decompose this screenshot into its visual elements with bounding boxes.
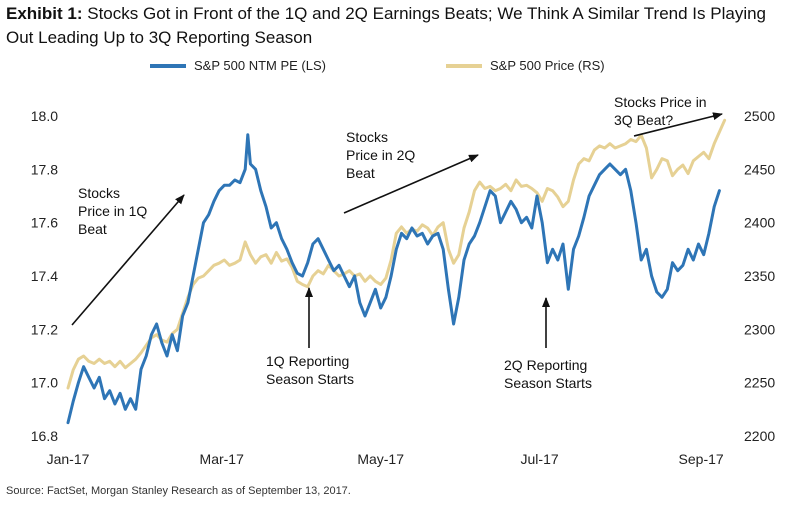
y-right-tick-label: 2400 — [744, 215, 775, 231]
y-left-tick-label: 16.8 — [31, 428, 58, 444]
legend-item-price: S&P 500 Price (RS) — [446, 58, 605, 73]
annotation-3q-beat: Stocks Price in 3Q Beat? — [614, 94, 710, 128]
x-tick-label: May-17 — [357, 451, 404, 467]
series-line-price — [66, 118, 727, 390]
legend-label-price: S&P 500 Price (RS) — [490, 58, 605, 73]
annotation-2q-beat: Stocks Price in 2Q Beat — [346, 129, 419, 181]
title-text: Stocks Got in Front of the 1Q and 2Q Ear… — [6, 4, 767, 47]
y-left-tick-label: 17.0 — [31, 375, 58, 391]
y-right-tick-label: 2500 — [744, 108, 775, 124]
x-tick-label: Mar-17 — [200, 451, 245, 467]
y-left-tick-label: 17.2 — [31, 321, 58, 337]
x-tick-label: Jul-17 — [521, 451, 559, 467]
annotation-1q-reporting-line2: Season Starts — [266, 371, 354, 387]
legend: S&P 500 NTM PE (LS) S&P 500 Price (RS) — [0, 58, 800, 78]
x-axis: Jan-17 Mar-17 May-17 Jul-17 Sep-17 — [47, 451, 724, 467]
y-right-tick-label: 2350 — [744, 268, 775, 284]
y-axis-right: 2200 2250 2300 2350 2400 2450 2500 — [744, 108, 775, 444]
annotation-3q-beat-line2: 3Q Beat? — [614, 112, 673, 128]
series-line-pe — [66, 133, 721, 425]
annotation-1q-beat-line3: Beat — [78, 221, 107, 237]
annotation-2q-reporting-line2: Season Starts — [504, 375, 592, 391]
exhibit-label: Exhibit 1: — [6, 4, 83, 23]
legend-swatch-price — [446, 63, 482, 68]
y-left-tick-label: 17.6 — [31, 215, 58, 231]
annotation-1q-beat: Stocks Price in 1Q Beat — [78, 185, 151, 237]
y-right-tick-label: 2250 — [744, 375, 775, 391]
chart-title: Exhibit 1: Stocks Got in Front of the 1Q… — [6, 2, 796, 50]
annotation-3q-beat-line1: Stocks Price in — [614, 94, 707, 110]
annotation-1q-beat-line2: Price in 1Q — [78, 203, 147, 219]
series-layer — [66, 118, 727, 425]
y-left-tick-label: 17.8 — [31, 161, 58, 177]
arrow-3q-beat — [633, 112, 723, 137]
x-tick-label: Jan-17 — [47, 451, 90, 467]
y-right-tick-label: 2200 — [744, 428, 775, 444]
annotation-1q-reporting: 1Q Reporting Season Starts — [266, 353, 354, 387]
annotation-layer: Stocks Price in 1Q Beat Stocks Price in … — [71, 94, 723, 391]
source-note: Source: FactSet, Morgan Stanley Research… — [6, 485, 351, 497]
y-axis-left: 16.8 17.0 17.2 17.4 17.6 17.8 18.0 — [31, 108, 58, 444]
annotation-2q-reporting-line1: 2Q Reporting — [504, 357, 587, 373]
y-left-tick-label: 17.4 — [31, 268, 58, 284]
annotation-2q-beat-line3: Beat — [346, 165, 375, 181]
legend-label-pe: S&P 500 NTM PE (LS) — [194, 58, 326, 73]
annotation-1q-reporting-line1: 1Q Reporting — [266, 353, 349, 369]
annotation-1q-beat-line1: Stocks — [78, 185, 120, 201]
x-tick-label: Sep-17 — [679, 451, 724, 467]
legend-swatch-pe — [150, 63, 186, 68]
arrow-1q-beat — [71, 194, 185, 326]
annotation-2q-beat-line1: Stocks — [346, 129, 388, 145]
y-right-tick-label: 2300 — [744, 321, 775, 337]
legend-item-pe: S&P 500 NTM PE (LS) — [150, 58, 326, 73]
annotation-2q-reporting: 2Q Reporting Season Starts — [504, 357, 592, 391]
y-right-tick-label: 2450 — [744, 161, 775, 177]
y-left-tick-label: 18.0 — [31, 108, 58, 124]
arrow-2q-beat — [343, 154, 479, 214]
annotation-2q-beat-line2: Price in 2Q — [346, 147, 415, 163]
